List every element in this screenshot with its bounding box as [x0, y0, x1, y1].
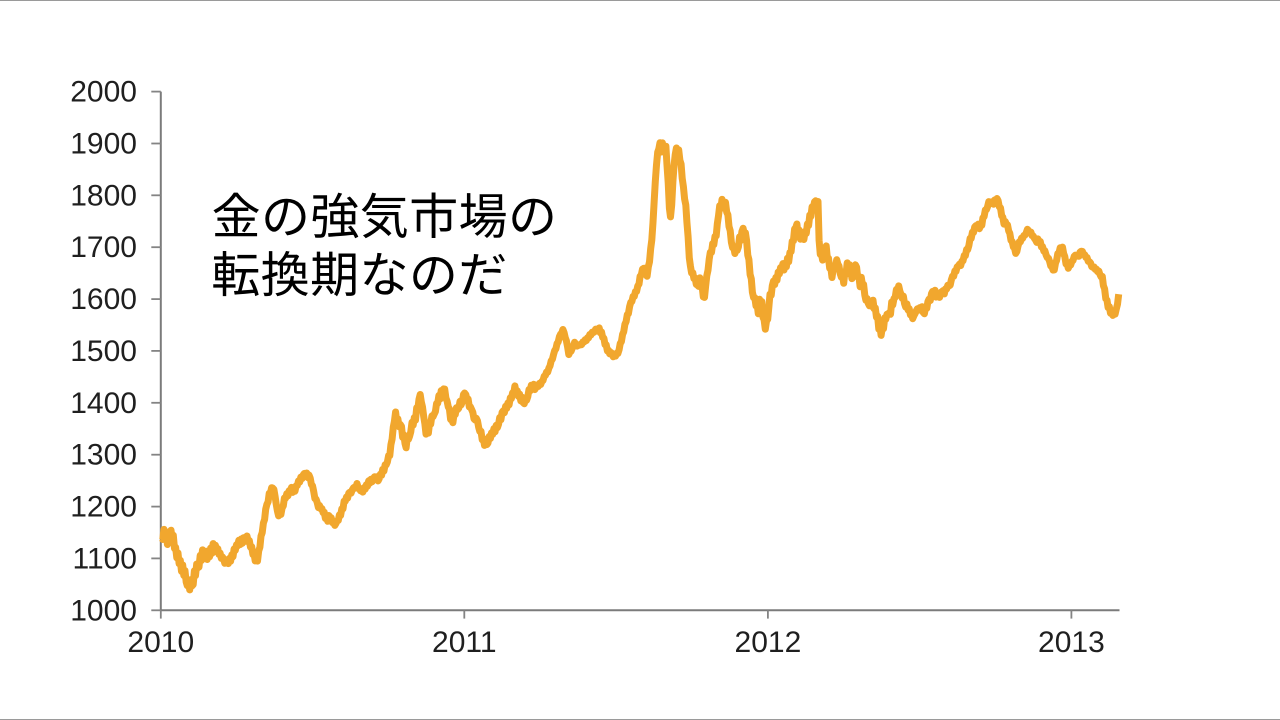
svg-text:1800: 1800: [70, 179, 137, 212]
svg-text:1000: 1000: [70, 594, 137, 627]
svg-text:2013: 2013: [1038, 626, 1105, 659]
svg-text:1900: 1900: [70, 128, 137, 161]
svg-text:1700: 1700: [70, 231, 137, 264]
svg-text:2000: 2000: [70, 76, 137, 109]
svg-text:1300: 1300: [70, 439, 137, 472]
svg-text:1100: 1100: [72, 542, 137, 575]
svg-text:2012: 2012: [735, 626, 802, 659]
svg-text:1200: 1200: [70, 491, 137, 524]
svg-text:1500: 1500: [70, 335, 137, 368]
svg-text:2010: 2010: [127, 626, 194, 659]
svg-text:1600: 1600: [70, 283, 137, 316]
svg-text:2011: 2011: [432, 626, 497, 659]
svg-text:1400: 1400: [70, 387, 137, 420]
